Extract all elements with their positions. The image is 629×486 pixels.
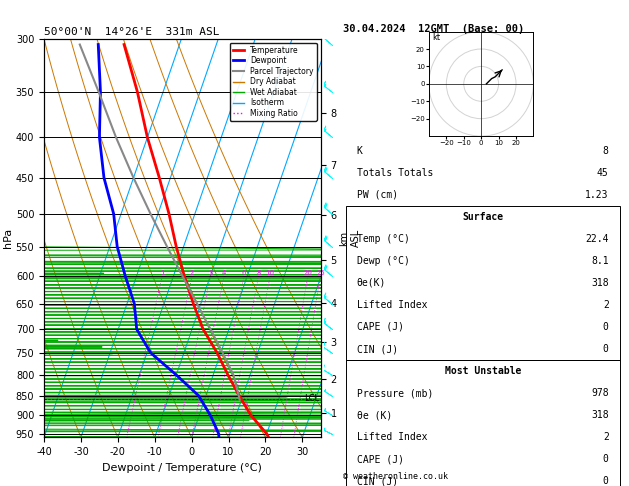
Text: Totals Totals: Totals Totals [357, 168, 433, 178]
Text: 50°00'N  14°26'E  331m ASL: 50°00'N 14°26'E 331m ASL [44, 27, 220, 37]
Text: CAPE (J): CAPE (J) [357, 322, 404, 332]
Text: Pressure (mb): Pressure (mb) [357, 388, 433, 398]
Text: K: K [357, 146, 363, 156]
Text: CIN (J): CIN (J) [357, 344, 398, 354]
Text: 6: 6 [242, 270, 246, 277]
Text: Lifted Index: Lifted Index [357, 300, 427, 310]
Text: Surface: Surface [462, 212, 503, 222]
Text: 20: 20 [303, 270, 312, 277]
Y-axis label: hPa: hPa [3, 228, 13, 248]
Text: © weatheronline.co.uk: © weatheronline.co.uk [343, 472, 448, 481]
Text: 1: 1 [160, 270, 164, 277]
Text: 0: 0 [603, 322, 609, 332]
Text: PW (cm): PW (cm) [357, 190, 398, 200]
Text: Dewp (°C): Dewp (°C) [357, 256, 409, 266]
Text: LCL: LCL [304, 395, 319, 403]
Text: 25: 25 [316, 270, 325, 277]
Text: 8: 8 [256, 270, 261, 277]
Text: 2: 2 [190, 270, 194, 277]
Legend: Temperature, Dewpoint, Parcel Trajectory, Dry Adiabat, Wet Adiabat, Isotherm, Mi: Temperature, Dewpoint, Parcel Trajectory… [230, 43, 317, 121]
Text: 1.23: 1.23 [585, 190, 609, 200]
Text: 45: 45 [597, 168, 609, 178]
Text: 0: 0 [603, 344, 609, 354]
Text: 318: 318 [591, 410, 609, 420]
Text: 4: 4 [222, 270, 226, 277]
Text: 978: 978 [591, 388, 609, 398]
Text: CIN (J): CIN (J) [357, 476, 398, 486]
X-axis label: Dewpoint / Temperature (°C): Dewpoint / Temperature (°C) [103, 463, 262, 473]
Text: Temp (°C): Temp (°C) [357, 234, 409, 244]
Text: Lifted Index: Lifted Index [357, 432, 427, 442]
Text: kt: kt [432, 34, 440, 42]
Text: 8: 8 [603, 146, 609, 156]
Text: 0: 0 [603, 476, 609, 486]
Text: CAPE (J): CAPE (J) [357, 454, 404, 464]
Text: 2: 2 [603, 432, 609, 442]
Text: 22.4: 22.4 [585, 234, 609, 244]
Y-axis label: km
ASL: km ASL [340, 229, 361, 247]
Text: θe (K): θe (K) [357, 410, 392, 420]
Text: 2: 2 [603, 300, 609, 310]
Text: 30.04.2024  12GMT  (Base: 00): 30.04.2024 12GMT (Base: 00) [343, 24, 524, 35]
Text: 318: 318 [591, 278, 609, 288]
Text: Most Unstable: Most Unstable [445, 366, 521, 376]
Text: 8.1: 8.1 [591, 256, 609, 266]
Text: θe(K): θe(K) [357, 278, 386, 288]
Text: 3: 3 [208, 270, 213, 277]
Text: 0: 0 [603, 454, 609, 464]
Text: 10: 10 [265, 270, 275, 277]
